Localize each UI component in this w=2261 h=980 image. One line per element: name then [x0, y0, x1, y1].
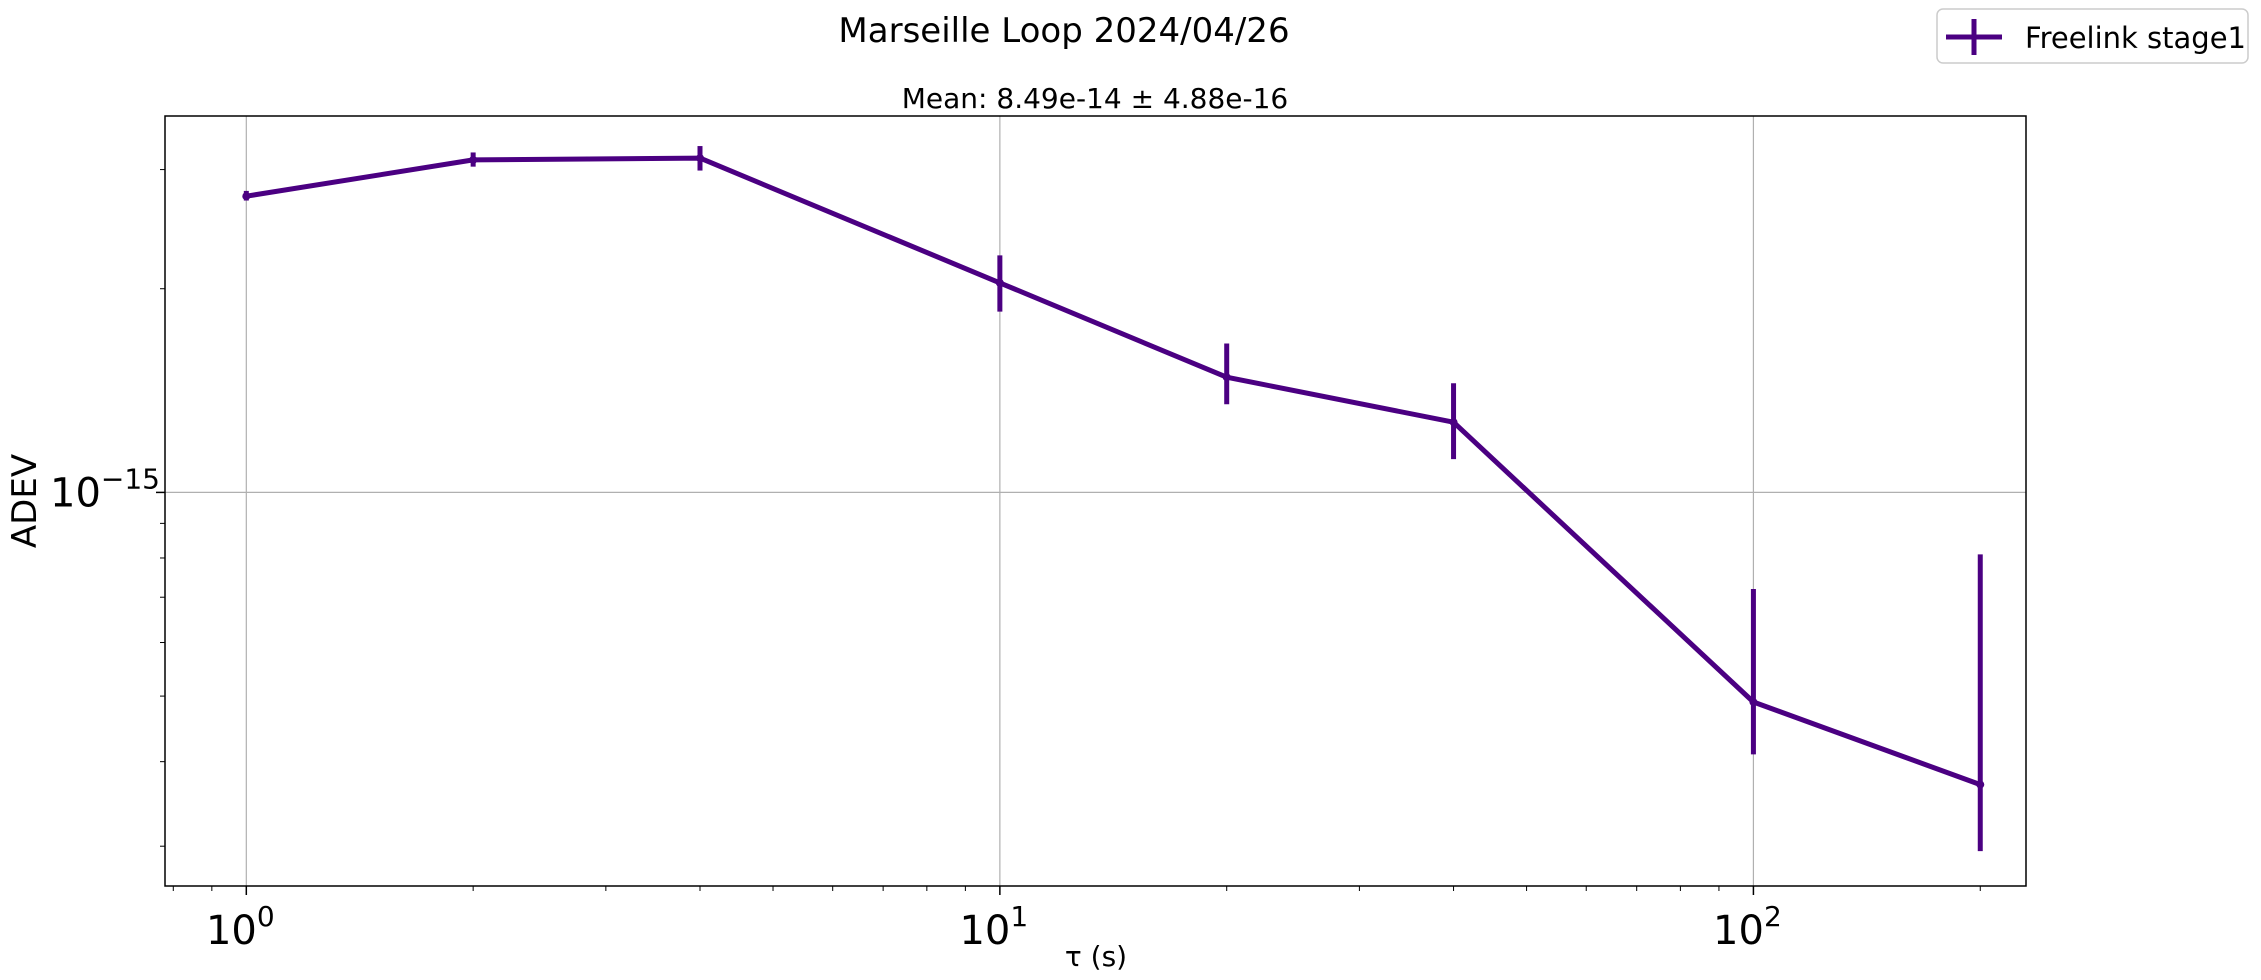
chart-title: Marseille Loop 2024/04/26: [838, 11, 1289, 51]
data-point: [242, 192, 251, 201]
x-tick-label: 101: [959, 900, 1028, 954]
x-tick-label: 102: [1713, 900, 1782, 954]
error-bars: [243, 146, 1983, 852]
x-tick-label: 100: [206, 900, 275, 954]
data-point: [995, 278, 1004, 287]
grid-layer: [165, 116, 2026, 886]
y-tick-label: 10−15: [50, 462, 160, 516]
data-point: [1976, 780, 1985, 789]
data-point: [1222, 373, 1231, 382]
series-line: [243, 155, 1983, 788]
x-tick-labels: 100 101 102: [206, 900, 1782, 954]
data-point: [1749, 698, 1758, 707]
data-point: [695, 154, 704, 163]
x-axis-label: τ (s): [1065, 940, 1127, 973]
minor-ticks: [160, 169, 1981, 891]
y-tick-labels: 10−15: [50, 462, 160, 516]
chart-subtitle: Mean: 8.49e-14 ± 4.88e-16: [902, 82, 1289, 115]
y-axis-label: ADEV: [5, 454, 45, 548]
major-ticks: [156, 491, 1755, 895]
series-layer: [242, 154, 1985, 789]
data-point: [469, 155, 478, 164]
legend-box: [1936, 8, 2249, 64]
plot-frame: [164, 115, 2027, 887]
data-point: [1449, 418, 1458, 427]
legend[interactable]: Freelink stage1: [1936, 8, 2249, 64]
legend-label: Freelink stage1: [2025, 21, 2246, 55]
